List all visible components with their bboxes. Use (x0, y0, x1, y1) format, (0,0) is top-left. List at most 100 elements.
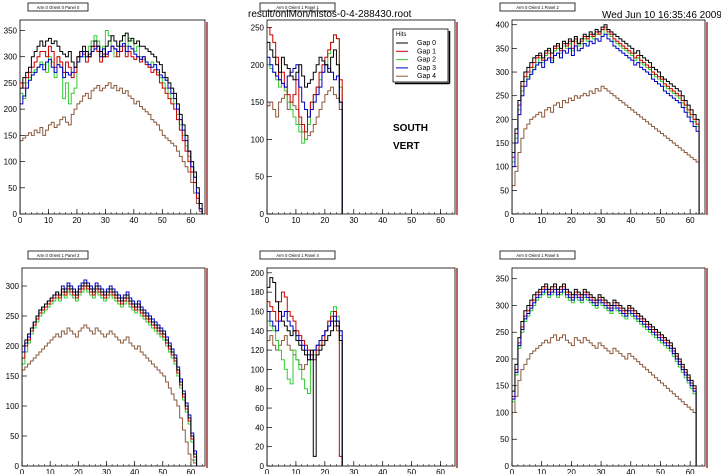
y-tick-label: 100 (251, 135, 265, 144)
y-tick-label: 300 (496, 301, 510, 310)
series-gap-0 (512, 24, 700, 214)
y-tick-label: 50 (255, 173, 264, 182)
series-gap-2 (512, 291, 697, 466)
y-tick-label: 60 (255, 404, 264, 413)
y-tick-label: 250 (496, 92, 510, 101)
y-tick-label: 100 (496, 163, 510, 172)
panel-title: Arm 0 Orient 1 Panel 3 (37, 253, 80, 258)
y-tick-label: 350 (496, 275, 510, 284)
series-gap-3 (512, 33, 700, 214)
y-tick-label: 50 (8, 184, 17, 193)
x-tick-label: 50 (656, 468, 665, 474)
legend-title: Hits (396, 32, 406, 38)
legend-entry: Gap 4 (417, 73, 436, 80)
y-tick-label: 300 (6, 282, 20, 291)
plot-frame (511, 267, 706, 467)
plot-frame (266, 267, 456, 467)
x-tick-label: 0 (18, 216, 23, 225)
panel-title-box (499, 250, 576, 260)
y-tick-label: 0 (260, 462, 265, 471)
series-gap-2 (20, 29, 203, 214)
x-tick-label: 30 (101, 216, 110, 225)
panel-title: Arm 0 Orient 1 Panel 5 (516, 253, 559, 258)
panels: Arm 0 Orient 0 Panel 0 0 10 20 30 40 50 60 0 50 10… (4, 2, 708, 474)
x-tick-label: 30 (597, 216, 606, 225)
y-tick-label: 200 (251, 61, 265, 70)
series-gap-2 (22, 288, 198, 466)
y-tick-label: 200 (251, 269, 265, 278)
x-tick-label: 30 (349, 216, 358, 225)
plot-frame (19, 19, 206, 215)
legend-entry: Gap 0 (417, 40, 436, 47)
x-tick-label: 50 (158, 216, 167, 225)
x-tick-label: 40 (626, 216, 635, 225)
x-tick-label: 40 (378, 468, 387, 474)
panel-4: Arm 0 Orient 1 Panel 4 0 10 20 30 40 50 60 0 20 40… (251, 250, 456, 474)
y-tick-label: 200 (496, 115, 510, 124)
x-tick-label: 60 (186, 468, 195, 474)
x-tick-label: 60 (686, 468, 695, 474)
x-tick-label: 10 (46, 468, 55, 474)
y-tick-label: 250 (4, 79, 18, 88)
x-tick-label: 20 (74, 468, 83, 474)
x-tick-label: 20 (567, 216, 576, 225)
x-tick-label: 60 (436, 468, 445, 474)
panel-0: Arm 0 Orient 0 Panel 0 0 10 20 30 40 50 60 0 50 10… (4, 2, 206, 225)
series-gap-4 (512, 85, 700, 214)
y-tick-label: 250 (496, 328, 510, 337)
series-gap-4 (20, 82, 203, 214)
y-tick-label: 0 (13, 210, 18, 219)
side-label: SOUTH (393, 123, 428, 134)
y-tick-label: 80 (255, 385, 264, 394)
x-tick-label: 60 (186, 216, 195, 225)
y-tick-label: 150 (251, 98, 265, 107)
y-tick-label: 300 (496, 68, 510, 77)
x-tick-label: 10 (537, 216, 546, 225)
x-tick-label: 30 (102, 468, 111, 474)
series-gap-0 (512, 283, 697, 466)
y-tick-label: 200 (496, 355, 510, 364)
panel-title-box (27, 250, 89, 260)
orientation-label: VERT (393, 141, 420, 152)
y-tick-label: 50 (10, 432, 19, 441)
series-gap-3 (512, 288, 697, 466)
x-tick-label: 0 (265, 468, 270, 474)
legend-box (392, 28, 449, 83)
x-tick-label: 30 (349, 468, 358, 474)
series-gap-4 (267, 86, 343, 214)
y-tick-label: 100 (4, 158, 18, 167)
x-tick-label: 0 (265, 216, 270, 225)
series-gap-3 (267, 310, 343, 466)
y-tick-label: 0 (15, 462, 20, 471)
x-tick-label: 40 (378, 216, 387, 225)
series-gap-3 (22, 279, 198, 466)
x-tick-label: 40 (130, 468, 139, 474)
y-tick-label: 120 (251, 346, 265, 355)
series-gap-2 (512, 28, 700, 214)
y-tick-label: 200 (6, 342, 20, 351)
x-tick-label: 40 (129, 216, 138, 225)
file-path-label: result/onlMon/histos-0-4-288430.root (248, 9, 412, 20)
y-tick-label: 100 (496, 408, 510, 417)
y-tick-label: 150 (496, 139, 510, 148)
y-tick-label: 40 (255, 423, 264, 432)
x-tick-label: 40 (626, 468, 635, 474)
series-gap-1 (22, 285, 198, 466)
panel-title: Arm 0 Orient 1 Panel 1 (276, 5, 319, 10)
y-tick-label: 0 (505, 210, 510, 219)
panel-3: Arm 0 Orient 1 Panel 3 0 10 20 30 40 50 60 0 50 10… (6, 250, 206, 474)
series-gap-0 (267, 277, 343, 466)
y-tick-label: 0 (260, 210, 265, 219)
panel-title: Arm 0 Orient 1 Panel 2 (516, 5, 559, 10)
series-gap-1 (512, 26, 700, 214)
x-tick-label: 0 (20, 468, 25, 474)
y-tick-label: 160 (251, 307, 265, 316)
y-tick-label: 200 (4, 105, 18, 114)
panel-title-box (27, 2, 89, 12)
y-tick-label: 350 (496, 44, 510, 53)
y-tick-label: 100 (6, 402, 20, 411)
legend-entry: Gap 2 (417, 57, 436, 64)
panel-2: Arm 0 Orient 1 Panel 2 0 10 20 30 40 50 60 0 50 10… (496, 2, 706, 225)
